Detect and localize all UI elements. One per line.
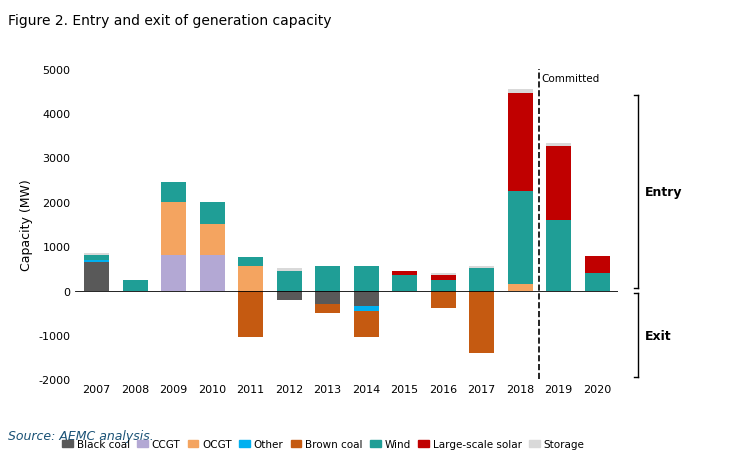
Bar <box>315 267 340 291</box>
Bar <box>354 291 379 307</box>
Bar <box>354 311 379 338</box>
Bar <box>584 273 610 291</box>
Legend: Black coal, CCGT, OCGT, Other, Brown coal, Wind, Large-scale solar, Storage: Black coal, CCGT, OCGT, Other, Brown coa… <box>58 435 589 453</box>
Bar <box>431 291 455 309</box>
Bar <box>123 280 148 291</box>
Bar <box>469 267 494 269</box>
Bar <box>546 220 571 291</box>
Bar <box>84 260 109 262</box>
Bar <box>238 267 263 291</box>
Bar <box>507 191 532 284</box>
Text: Source: AEMC analysis.: Source: AEMC analysis. <box>8 429 153 442</box>
Bar <box>469 291 494 353</box>
Bar <box>354 267 379 291</box>
Bar <box>469 269 494 291</box>
Bar <box>161 256 186 291</box>
Bar <box>161 182 186 202</box>
Bar <box>161 202 186 256</box>
Bar <box>507 89 532 94</box>
Bar <box>84 256 109 260</box>
Bar <box>584 257 610 273</box>
Bar <box>277 291 302 300</box>
Bar <box>546 147 571 220</box>
Bar <box>84 253 109 256</box>
Bar <box>315 304 340 313</box>
Bar <box>238 291 263 338</box>
Bar <box>200 202 225 225</box>
Y-axis label: Capacity (MW): Capacity (MW) <box>20 179 33 270</box>
Bar <box>200 225 225 256</box>
Bar <box>431 273 455 275</box>
Bar <box>277 269 302 271</box>
Text: Figure 2. Entry and exit of generation capacity: Figure 2. Entry and exit of generation c… <box>8 14 331 28</box>
Bar <box>315 291 340 304</box>
Bar <box>238 258 263 267</box>
Bar <box>507 284 532 291</box>
Bar <box>277 271 302 291</box>
Bar <box>431 280 455 291</box>
Bar <box>507 94 532 191</box>
Bar <box>392 271 417 275</box>
Bar <box>354 307 379 311</box>
Bar <box>431 275 455 280</box>
Text: Entry: Entry <box>645 186 682 199</box>
Text: Exit: Exit <box>645 329 672 342</box>
Bar <box>546 144 571 147</box>
Bar <box>392 275 417 291</box>
Bar <box>200 256 225 291</box>
Text: Committed: Committed <box>541 74 599 84</box>
Bar <box>84 262 109 291</box>
